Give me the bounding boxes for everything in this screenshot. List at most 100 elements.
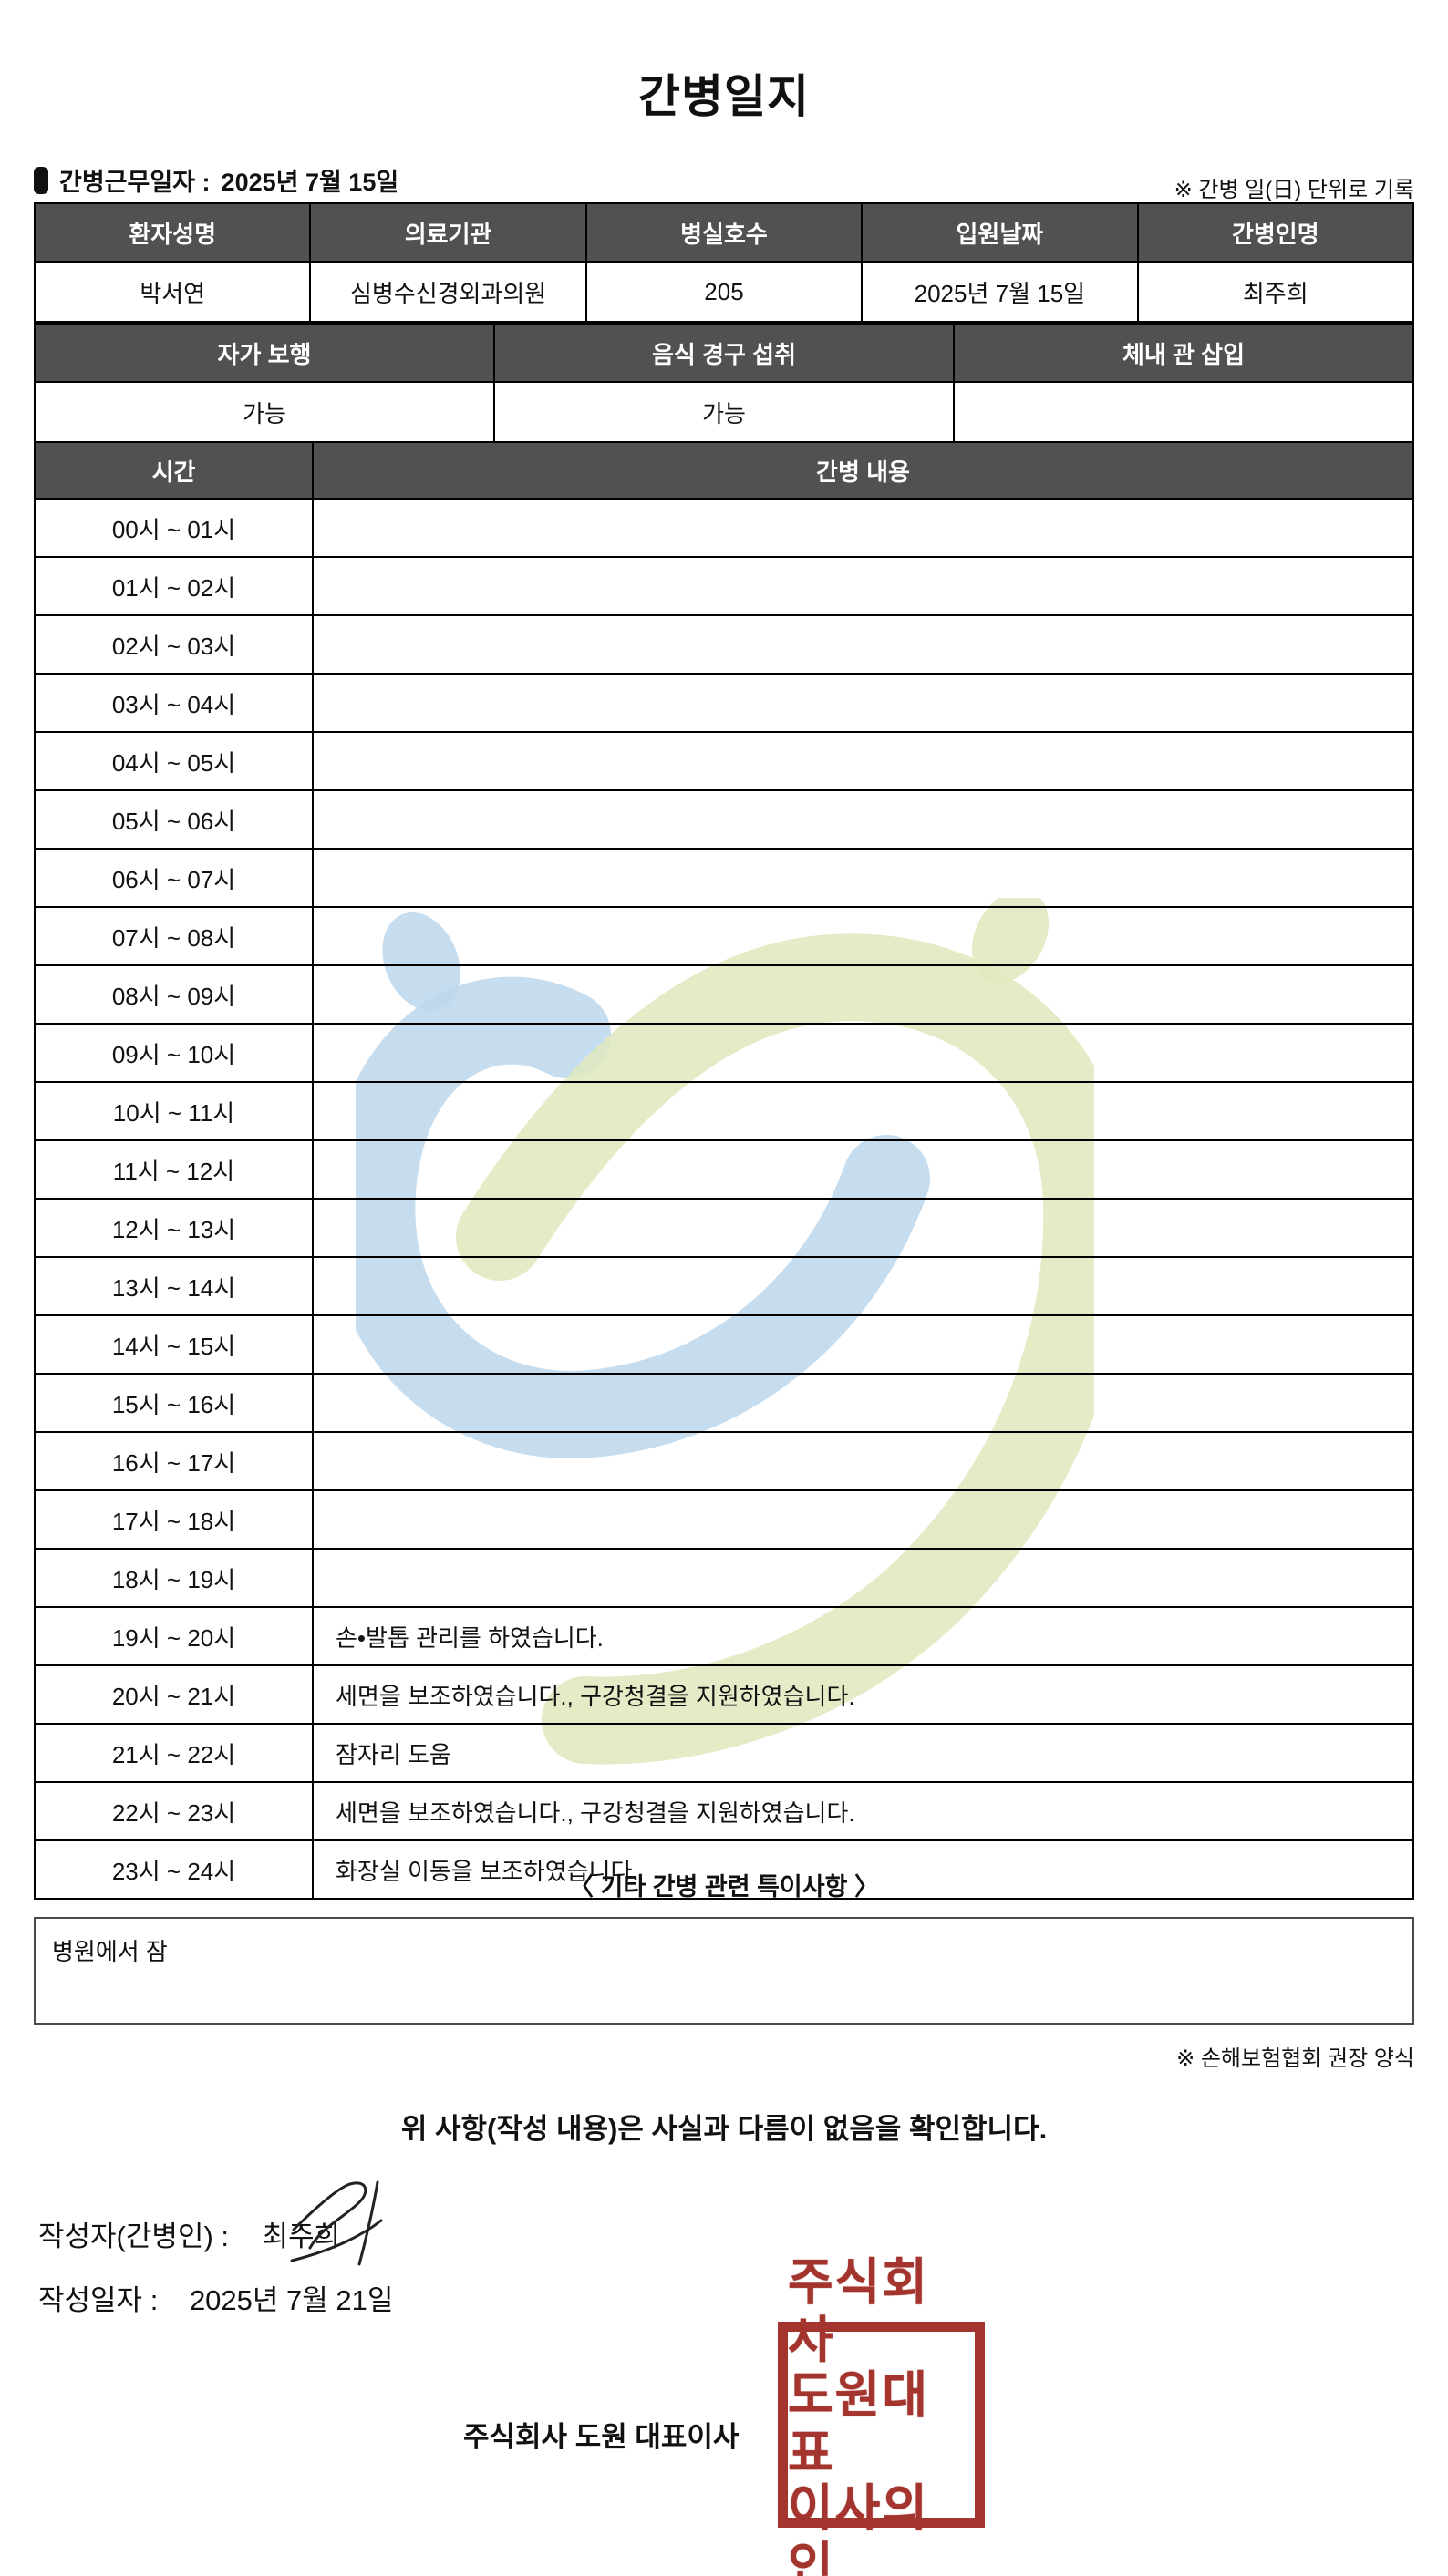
log-row: 13시 ~ 14시 [34,1256,1414,1316]
log-row: 11시 ~ 12시 [34,1139,1414,1200]
log-row: 00시 ~ 01시 [34,498,1414,558]
log-time: 21시 ~ 22시 [34,1723,314,1783]
log-time: 04시 ~ 05시 [34,731,314,791]
writer-line: 작성자(간병인) : 최주희 [38,2213,340,2254]
log-time: 03시 ~ 04시 [34,673,314,733]
log-time: 00시 ~ 01시 [34,498,314,558]
log-time: 10시 ~ 11시 [34,1081,314,1141]
log-content [312,1431,1414,1491]
corporate-seal-stamp: 주식회사 도원대표 이사의인 [778,2255,985,2576]
log-row: 21시 ~ 22시 잠자리 도움 [34,1723,1414,1783]
log-time: 16시 ~ 17시 [34,1431,314,1491]
header-admission-date: 입원날짜 [861,202,1139,263]
log-row: 20시 ~ 21시 세면을 보조하였습니다., 구강청결을 지원하였습니다. [34,1664,1414,1725]
log-row: 07시 ~ 08시 [34,906,1414,966]
log-content [312,1198,1414,1258]
log-content [312,964,1414,1025]
header-room-number: 병실호수 [584,202,864,263]
confirmation-statement: 위 사항(작성 내용)은 사실과 다름이 없음을 확인합니다. [400,2113,1048,2145]
log-time: 12시 ~ 13시 [34,1198,314,1258]
work-date-value: 2025년 7월 15일 [221,169,399,196]
log-row: 16시 ~ 17시 [34,1431,1414,1491]
header-time: 시간 [34,441,314,500]
patient-status-table: 자가 보행 음식 경구 섭취 체내 관 삽입 가능 가능 [34,323,1414,443]
log-time: 22시 ~ 23시 [34,1781,314,1841]
stamp-line-1: 주식회사 [788,2254,930,2369]
log-row: 08시 ~ 09시 [34,964,1414,1025]
log-content [312,731,1414,791]
log-content [312,1489,1414,1550]
log-content [312,1139,1414,1200]
log-row: 04시 ~ 05시 [34,731,1414,791]
log-time: 17시 ~ 18시 [34,1489,314,1550]
value-patient-name: 박서연 [33,261,312,323]
log-time: 15시 ~ 16시 [34,1373,314,1433]
log-time: 20시 ~ 21시 [34,1664,314,1725]
log-row: 19시 ~ 20시 손•발톱 관리를 하였습니다. [34,1606,1414,1666]
log-time: 07시 ~ 08시 [34,906,314,966]
log-content [312,906,1414,966]
log-time: 06시 ~ 07시 [34,848,314,908]
date-value: 2025년 7월 21일 [189,2284,394,2316]
form-standard-note: ※ 손해보험협회 권장 양식 [1176,2046,1414,2071]
log-content [312,789,1414,850]
page-title: 간병일지 [638,71,810,122]
log-content [312,1373,1414,1433]
written-date-line: 작성일자 : 2025년 7월 21일 [38,2277,393,2318]
log-row: 05시 ~ 06시 [34,789,1414,850]
date-label: 작성일자 : [38,2284,159,2316]
notes-box: 병원에서 잠 [34,1917,1414,2025]
log-time: 14시 ~ 15시 [34,1314,314,1375]
log-time: 23시 ~ 24시 [34,1839,314,1900]
log-content: 화장실 이동을 보조하였습니다. [312,1839,1414,1900]
log-row: 01시 ~ 02시 [34,556,1414,616]
log-row: 12시 ~ 13시 [34,1198,1414,1258]
value-self-walking: 가능 [34,381,495,443]
log-time: 19시 ~ 20시 [34,1606,314,1666]
log-row: 03시 ~ 04시 [34,673,1414,733]
value-caregiver-name: 최주희 [1136,261,1415,323]
log-time: 09시 ~ 10시 [34,1023,314,1083]
header-oral-intake: 음식 경구 섭취 [493,323,955,383]
stamp-line-3: 이사의인 [788,2480,930,2576]
patient-info-table: 환자성명 의료기관 병실호수 입원날짜 간병인명 박서연 심병수신경외과의원 2… [33,202,1415,323]
log-content [312,1081,1414,1141]
work-date-line: 간병근무일자 : 2025년 7월 15일 [34,162,398,198]
header-care-content: 간병 내용 [312,441,1414,500]
patient-value-row: 박서연 심병수신경외과의원 205 2025년 7월 15일 최주희 [33,261,1415,323]
log-content: 세면을 보조하였습니다., 구강청결을 지원하였습니다. [312,1781,1414,1841]
log-content: 세면을 보조하였습니다., 구강청결을 지원하였습니다. [312,1664,1414,1725]
value-tube-insertion [953,381,1414,443]
log-content [312,1256,1414,1316]
writer-name: 최주희 [262,2221,341,2252]
log-row: 23시 ~ 24시 화장실 이동을 보조하였습니다. [34,1839,1414,1900]
log-content [312,556,1414,616]
log-content [312,1548,1414,1608]
log-row: 09시 ~ 10시 [34,1023,1414,1083]
header-medical-institution: 의료기관 [309,202,587,263]
status-header-row: 자가 보행 음식 경구 섭취 체내 관 삽입 [34,323,1414,383]
notes-content: 병원에서 잠 [52,1938,168,1965]
log-row: 22시 ~ 23시 세면을 보조하였습니다., 구강청결을 지원하였습니다. [34,1781,1414,1841]
log-header-row: 시간 간병 내용 [34,441,1414,500]
log-time: 02시 ~ 03시 [34,614,314,675]
value-room-number: 205 [584,261,864,323]
hourly-care-log-table: 시간 간병 내용 00시 ~ 01시 01시 ~ 02시 02시 ~ 03시 03시 … [34,441,1414,1900]
log-content: 손•발톱 관리를 하였습니다. [312,1606,1414,1666]
header-tube-insertion: 체내 관 삽입 [953,323,1414,383]
log-content: 잠자리 도움 [312,1723,1414,1783]
log-time: 01시 ~ 02시 [34,556,314,616]
log-content [312,498,1414,558]
log-row: 14시 ~ 15시 [34,1314,1414,1375]
header-patient-name: 환자성명 [33,202,312,263]
patient-header-row: 환자성명 의료기관 병실호수 입원날짜 간병인명 [33,202,1415,263]
log-content [312,1314,1414,1375]
company-ceo-line: 주식회사 도원 대표이사 [463,2421,740,2453]
header-self-walking: 자가 보행 [34,323,495,383]
log-row: 15시 ~ 16시 [34,1373,1414,1433]
log-time: 08시 ~ 09시 [34,964,314,1025]
log-content [312,848,1414,908]
log-content [312,673,1414,733]
work-date-label: 간병근무일자 : [59,169,211,196]
